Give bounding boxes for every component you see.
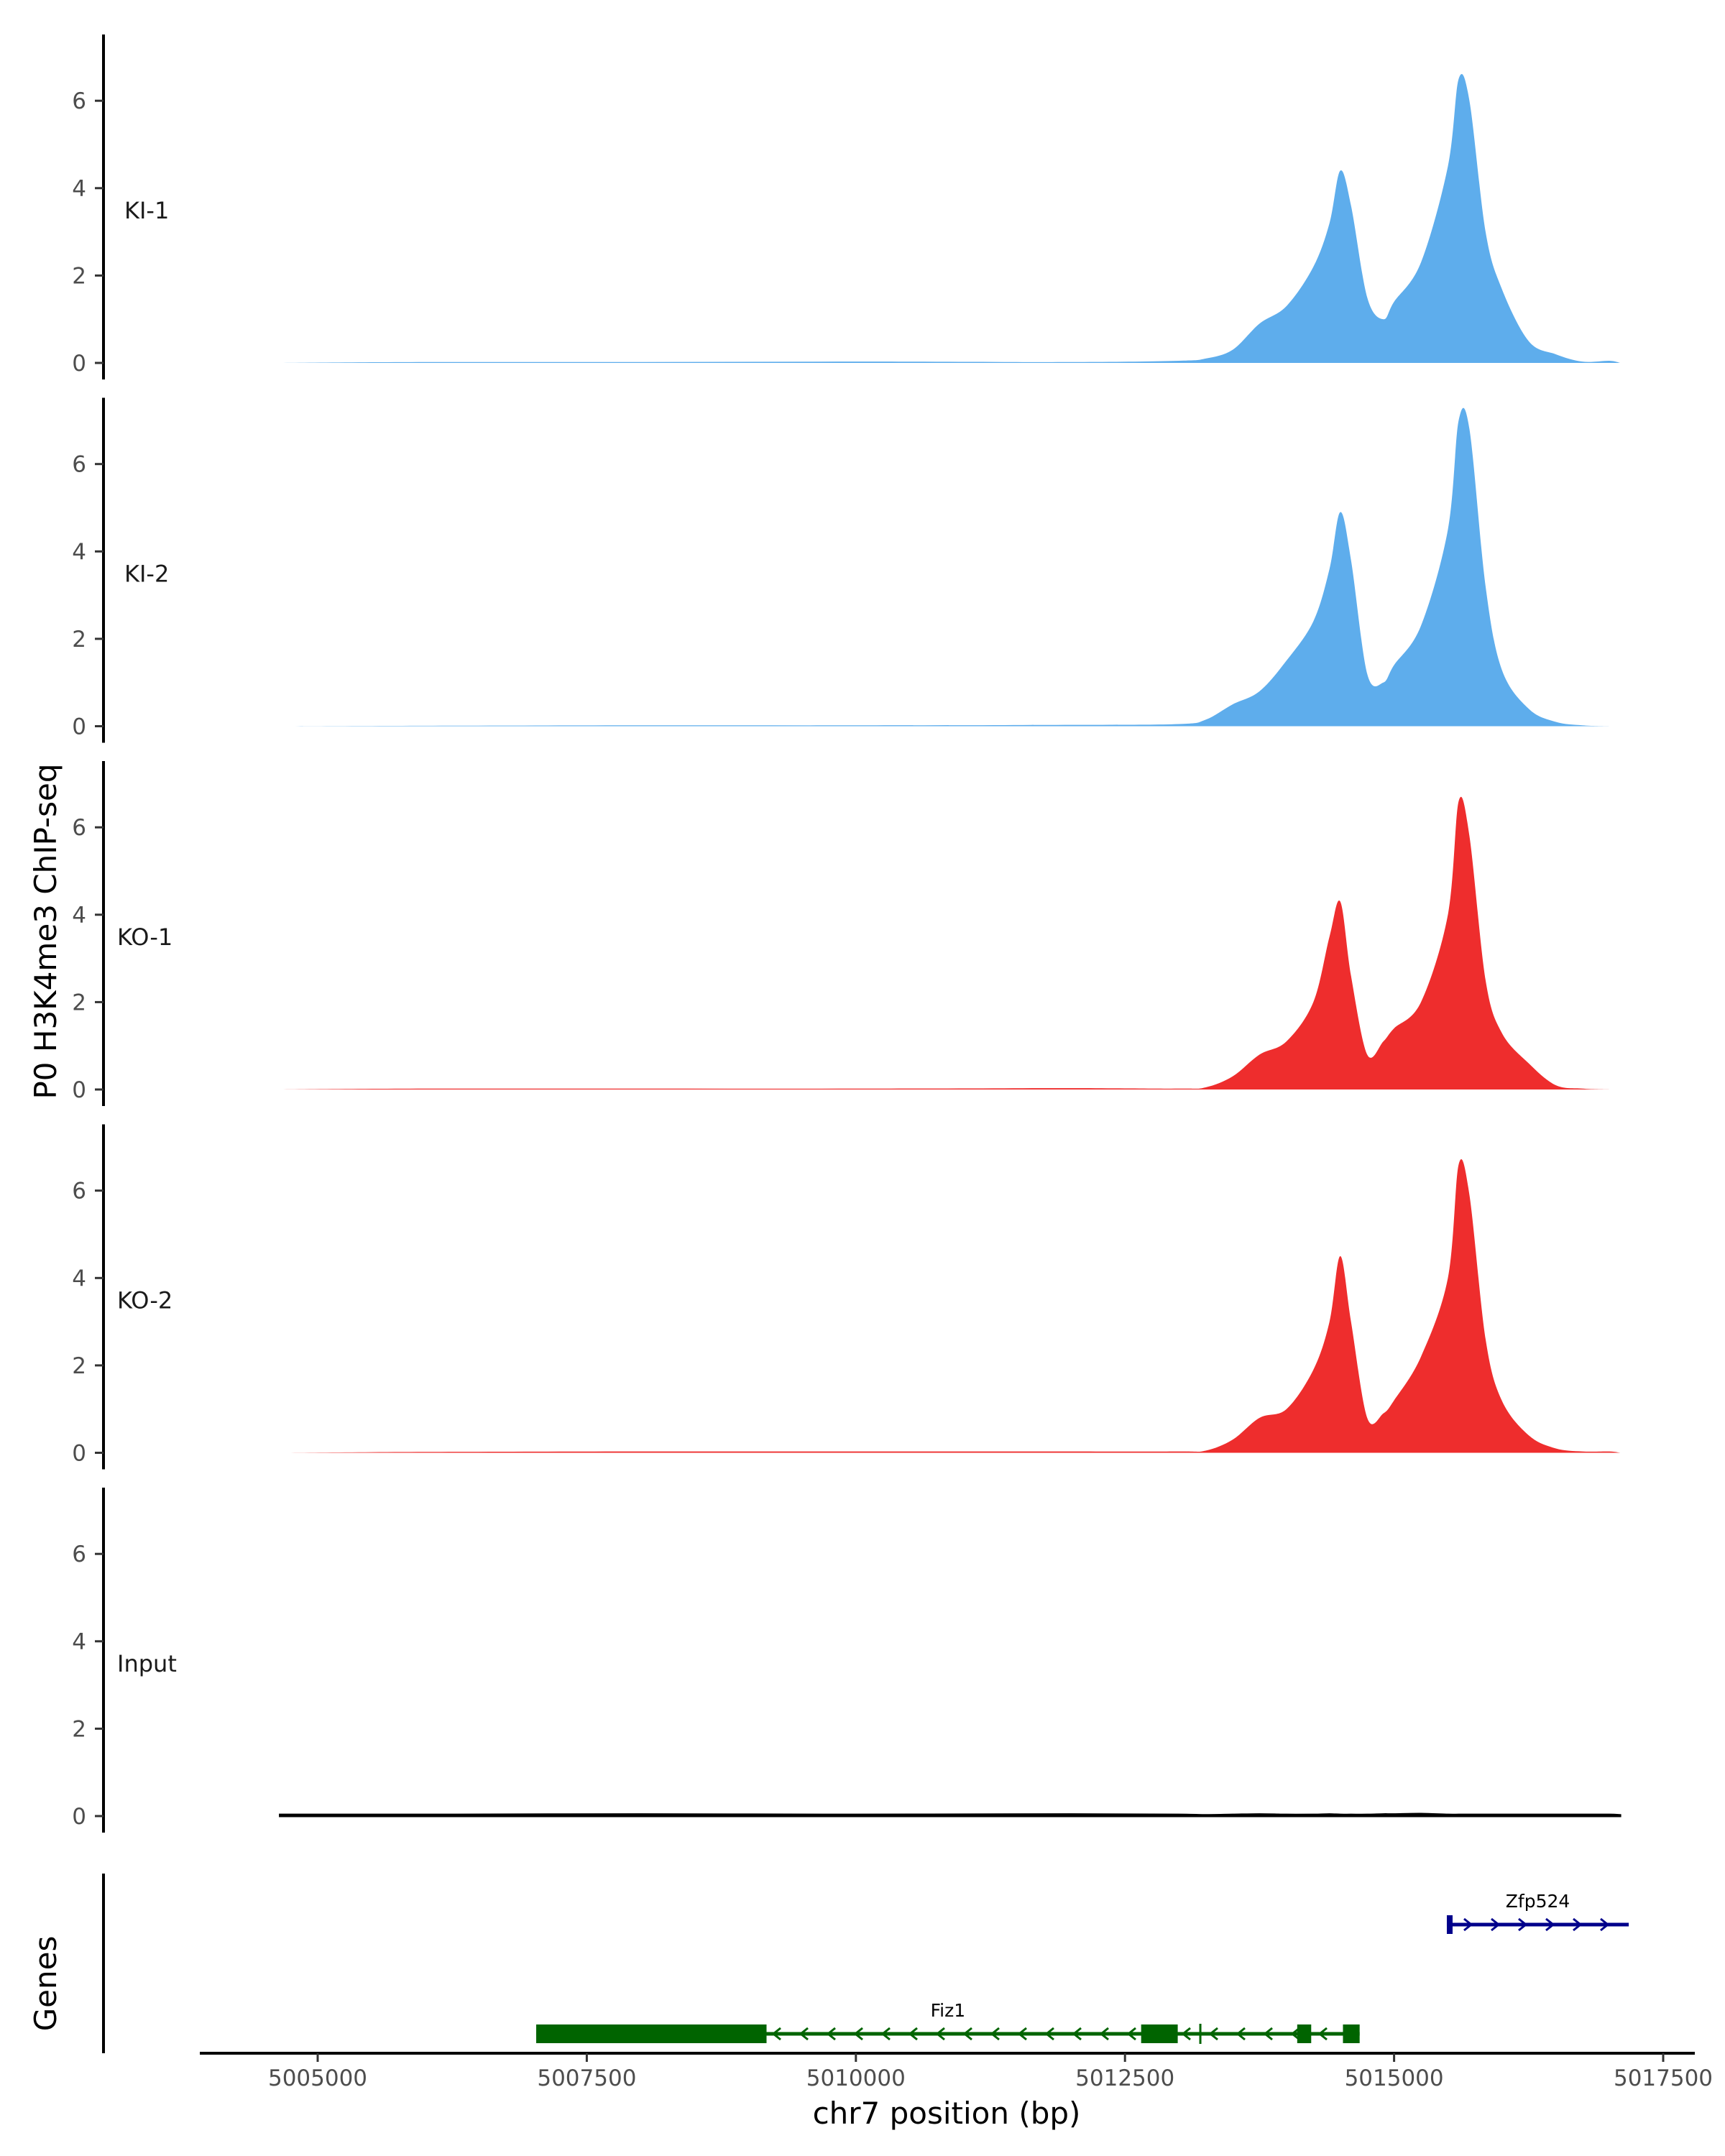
- gene-exon: [1141, 2024, 1178, 2043]
- strand-arrow-icon: [1236, 2027, 1246, 2041]
- track-ki-2: 0 2 4 6 KI-2: [72, 397, 1621, 743]
- strand-arrow-icon: [1017, 2027, 1027, 2041]
- gene-annotations: Zfp524 Fiz1: [536, 1891, 1629, 2044]
- strand-arrow-icon: [771, 2027, 781, 2041]
- y-axis-title: P0 H3K4me3 ChIP-seq: [28, 763, 63, 1099]
- gene-thick-exon: [536, 2024, 767, 2043]
- strand-arrow-icon: [962, 2027, 972, 2041]
- genes-axis-title: Genes: [28, 1936, 63, 2032]
- strand-arrow-icon: [1072, 2027, 1082, 2041]
- coverage-area-ki-1: [280, 73, 1621, 364]
- y-tick-label: 2: [72, 1353, 86, 1379]
- y-tick-label: 2: [72, 990, 86, 1015]
- x-axis-title: chr7 position (bp): [813, 2096, 1081, 2131]
- gene-exon: [1446, 1915, 1453, 1934]
- strand-arrow-icon: [853, 2027, 863, 2041]
- x-tick-label: 5005000: [268, 2065, 367, 2091]
- track-label: KO-2: [117, 1287, 172, 1314]
- y-tick-label: 6: [72, 88, 86, 114]
- strand-arrow-icon: [908, 2027, 918, 2041]
- y-tick-label: 6: [72, 815, 86, 841]
- coverage-tracks: 0 2 4 6 KI-1 0 2 4 6 KI-2 0 2 4 6 KO-1 0 2 4 6 KO-2 0 2 4 6 Inpu…: [72, 34, 1622, 1833]
- coverage-area-ko-2: [280, 1159, 1621, 1453]
- y-tick-label: 6: [72, 452, 86, 478]
- x-tick-label: 5017500: [1614, 2065, 1713, 2091]
- y-tick-label: 6: [72, 1179, 86, 1204]
- track-label: Input: [117, 1650, 177, 1677]
- y-tick-label: 2: [72, 627, 86, 653]
- track-label: KI-2: [124, 561, 169, 588]
- x-axis-ticks: 5005000 5007500 5010000 5012500 5015000 50175…: [268, 2053, 1713, 2091]
- gene-label: Fiz1: [931, 2000, 966, 2021]
- gene-exon: [1297, 2024, 1312, 2043]
- strand-arrow-icon: [1545, 1917, 1555, 1932]
- x-tick-label: 5010000: [806, 2065, 906, 2091]
- strand-arrow-icon: [1044, 2027, 1054, 2041]
- track-ko-2: 0 2 4 6 KO-2: [72, 1124, 1621, 1470]
- strand-arrow-icon: [990, 2027, 1000, 2041]
- coverage-area-input: [279, 1812, 1622, 1818]
- strand-arrow-icon: [1518, 1917, 1528, 1932]
- strand-arrow-icon: [1573, 1917, 1583, 1932]
- strand-arrow-icon: [1181, 2027, 1191, 2041]
- strand-arrow-icon: [1600, 1917, 1610, 1932]
- strand-arrow-icon: [1263, 2027, 1273, 2041]
- gene-zfp524: Zfp524: [1446, 1891, 1629, 1934]
- y-tick-label: 0: [72, 1441, 86, 1467]
- gene-label: Zfp524: [1506, 1891, 1570, 1912]
- y-tick-label: 0: [72, 714, 86, 740]
- gene-fiz1: Fiz1: [536, 2000, 1360, 2044]
- gene-exon: [1343, 2024, 1360, 2043]
- strand-arrow-icon: [880, 2027, 891, 2041]
- y-tick-label: 2: [72, 1716, 86, 1742]
- y-tick-label: 0: [72, 351, 86, 377]
- strand-arrow-icon: [1491, 1917, 1501, 1932]
- strand-arrow-icon: [935, 2027, 945, 2041]
- coverage-area-ki-2: [280, 407, 1621, 727]
- strand-arrow-icon: [1126, 2027, 1136, 2041]
- strand-arrow-icon: [1463, 1917, 1473, 1932]
- track-input: 0 2 4 6 Input: [72, 1488, 1622, 1833]
- strand-arrow-icon: [826, 2027, 836, 2041]
- x-tick-label: 5007500: [537, 2065, 636, 2091]
- x-tick-label: 5015000: [1345, 2065, 1444, 2091]
- y-tick-label: 4: [72, 539, 86, 565]
- track-ki-1: 0 2 4 6 KI-1: [72, 34, 1621, 379]
- y-tick-label: 0: [72, 1077, 86, 1103]
- strand-arrow-icon: [1317, 2027, 1328, 2041]
- y-tick-label: 4: [72, 1629, 86, 1655]
- track-label: KO-1: [117, 923, 172, 951]
- x-tick-label: 5012500: [1075, 2065, 1174, 2091]
- strand-arrow-icon: [1290, 2027, 1300, 2041]
- strand-arrow-icon: [799, 2027, 809, 2041]
- strand-arrow-icon: [1208, 2027, 1218, 2041]
- coverage-area-ko-1: [280, 796, 1621, 1089]
- y-tick-label: 4: [72, 1266, 86, 1291]
- track-label: KI-1: [124, 197, 169, 224]
- y-tick-label: 6: [72, 1542, 86, 1567]
- strand-arrow-icon: [1099, 2027, 1109, 2041]
- track-ko-1: 0 2 4 6 KO-1: [72, 761, 1621, 1106]
- y-tick-label: 0: [72, 1804, 86, 1830]
- y-tick-label: 4: [72, 903, 86, 929]
- y-tick-label: 2: [72, 263, 86, 289]
- y-tick-label: 4: [72, 176, 86, 202]
